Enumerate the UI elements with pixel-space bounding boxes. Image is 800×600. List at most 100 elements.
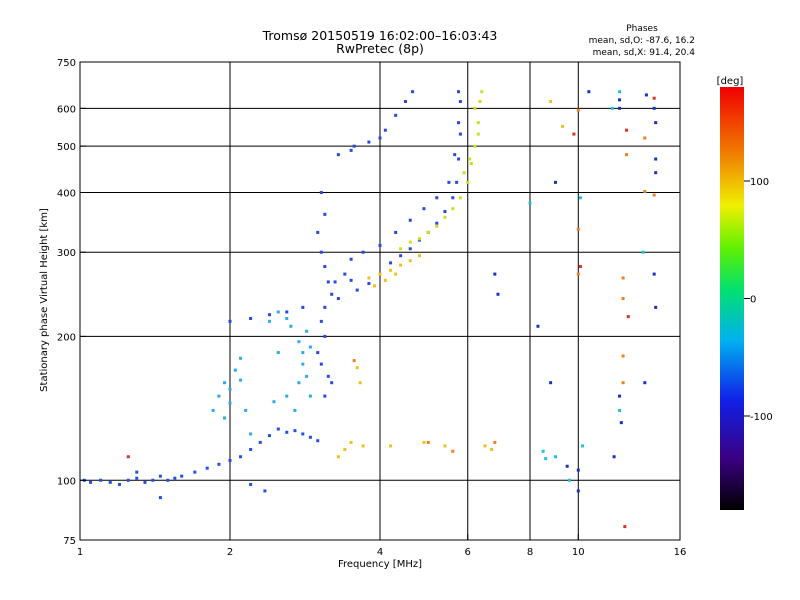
data-point (578, 196, 582, 200)
data-point (349, 440, 353, 444)
data-point (249, 316, 253, 320)
data-point (618, 98, 622, 102)
data-point (333, 280, 337, 284)
data-point (394, 230, 398, 234)
data-point (457, 121, 461, 125)
x-tick-label: 16 (674, 547, 687, 558)
data-point (319, 250, 323, 254)
data-point (652, 96, 656, 100)
data-point (612, 455, 616, 459)
data-point (411, 90, 415, 94)
data-point (267, 434, 271, 438)
data-point (330, 381, 334, 385)
y-tick-label: 300 (57, 248, 76, 259)
y-tick-label: 500 (57, 142, 76, 153)
data-point (422, 207, 426, 211)
data-point (276, 427, 280, 431)
data-point (462, 171, 466, 175)
data-point (652, 193, 656, 197)
data-point (305, 329, 309, 333)
data-point (455, 180, 459, 184)
data-point (618, 394, 622, 398)
data-point (473, 106, 477, 110)
data-point (493, 440, 497, 444)
data-point (108, 480, 112, 484)
data-point (319, 190, 323, 194)
data-point (403, 100, 407, 104)
data-point (367, 276, 371, 280)
x-tick-label: 2 (227, 547, 233, 558)
data-point (435, 224, 439, 228)
y-tick-label: 750 (57, 58, 76, 69)
data-point (249, 432, 253, 436)
data-point (618, 90, 622, 94)
data-point (621, 354, 625, 358)
data-point (352, 359, 356, 363)
data-point (469, 161, 473, 165)
data-point (336, 455, 340, 459)
data-point (316, 351, 320, 355)
data-point (217, 462, 221, 466)
data-point (378, 272, 382, 276)
data-point (289, 324, 293, 328)
data-point (621, 297, 625, 301)
data-point (316, 439, 320, 443)
data-point (367, 282, 371, 286)
x-tick-label: 1 (77, 547, 83, 558)
data-point (623, 525, 627, 529)
data-point (323, 265, 327, 269)
data-point (621, 381, 625, 385)
data-point (553, 180, 557, 184)
data-point (408, 247, 412, 251)
grid-layer (80, 62, 680, 540)
data-point (394, 272, 398, 276)
data-point (480, 90, 484, 94)
data-point (389, 268, 393, 272)
data-point (352, 144, 356, 148)
data-point (457, 157, 461, 161)
colorbar (720, 87, 744, 510)
data-point (417, 254, 421, 258)
data-point (626, 315, 630, 319)
data-point (576, 108, 580, 112)
data-point (308, 345, 312, 349)
data-point (443, 444, 447, 448)
data-point (451, 449, 455, 453)
data-point (285, 310, 289, 314)
data-point (643, 136, 647, 140)
data-point (476, 132, 480, 136)
data-point (89, 480, 93, 484)
data-point (468, 157, 472, 161)
data-point (233, 368, 237, 372)
data-point (297, 381, 301, 385)
data-point (643, 189, 647, 193)
data-point (451, 207, 455, 211)
colorbar-tick-label: -100 (750, 412, 773, 423)
colorbar-tick-label: 0 (750, 295, 756, 306)
data-point (483, 444, 487, 448)
data-point (394, 113, 398, 117)
data-point (641, 250, 645, 254)
y-tick-label: 100 (57, 476, 76, 487)
data-point (326, 374, 330, 378)
ticks-layer: 1 2 4 6 8 10 16 75 100 200 300 400 500 600 750 (57, 58, 686, 558)
data-point (576, 489, 580, 493)
data-point (217, 394, 221, 398)
data-point (285, 430, 289, 434)
data-point (305, 374, 309, 378)
data-point (553, 455, 557, 459)
data-point (473, 144, 477, 148)
data-point (610, 106, 614, 110)
data-point (578, 265, 582, 269)
data-point (643, 381, 647, 385)
data-point (378, 136, 382, 140)
data-point (549, 100, 553, 104)
data-point (443, 215, 447, 219)
data-point (211, 408, 215, 412)
x-tick-label: 6 (465, 547, 471, 558)
data-point (361, 250, 365, 254)
colorbar-label: [deg] (717, 76, 744, 87)
data-point (228, 458, 232, 462)
stats-header: Phases (626, 24, 658, 34)
